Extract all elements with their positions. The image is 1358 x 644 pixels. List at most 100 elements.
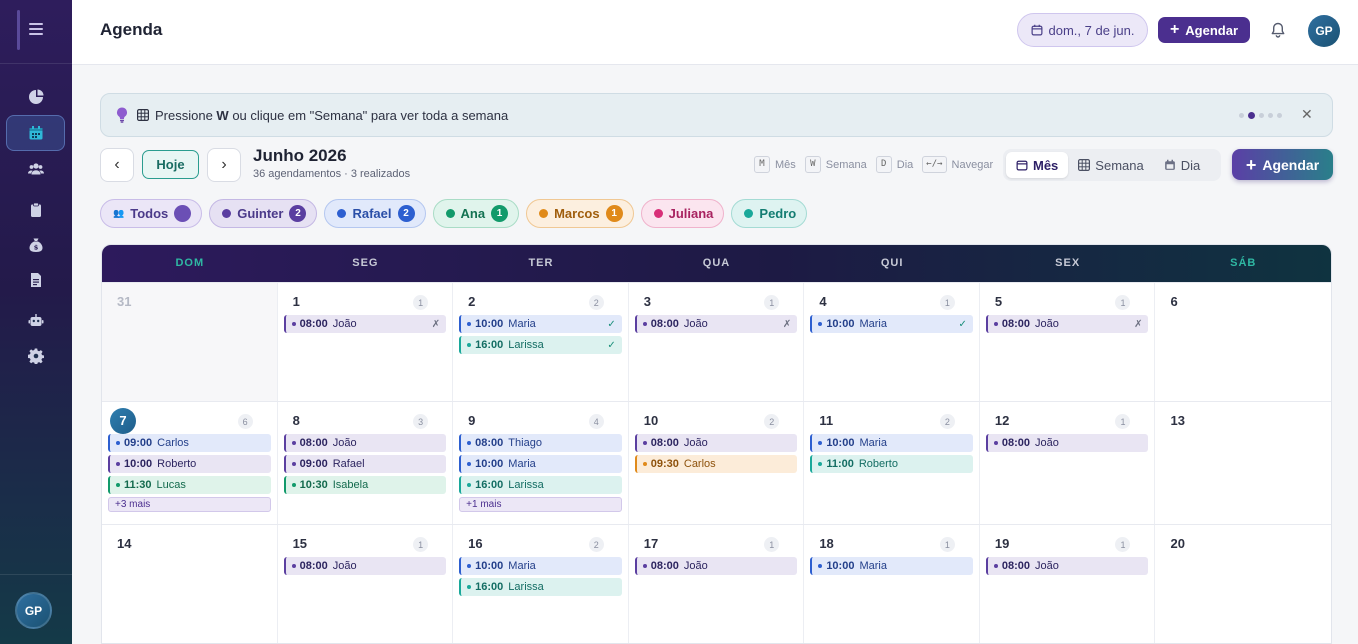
event-time: 10:00 xyxy=(826,560,855,572)
tip-pagination-dots[interactable] xyxy=(1239,112,1282,119)
event-item[interactable]: 08:00 João xyxy=(634,434,798,452)
event-item[interactable]: 08:00 Thiago xyxy=(459,434,622,452)
sidebar-item-dashboard[interactable] xyxy=(6,79,65,115)
event-item[interactable]: 08:00 João ✗ xyxy=(634,315,798,333)
check-icon: ✓ xyxy=(607,339,616,351)
event-time: 11:30 xyxy=(124,479,152,491)
day-cell[interactable]: 15 1 08:00 João xyxy=(278,525,454,643)
filter-chip-pedro[interactable]: Pedro xyxy=(731,199,808,228)
day-cell[interactable]: 4 1 10:00 Maria ✓ xyxy=(804,283,980,401)
next-month-button[interactable]: › xyxy=(207,148,241,182)
current-date-pill[interactable]: dom., 7 de jun. xyxy=(1017,13,1148,47)
day-cell[interactable]: 18 1 10:00 Maria xyxy=(804,525,980,643)
event-name: Maria xyxy=(859,437,887,449)
sidebar-item-configuracoes[interactable] xyxy=(6,338,65,374)
event-name: Lucas xyxy=(156,479,186,491)
day-cell[interactable]: 31 xyxy=(102,283,278,401)
event-item[interactable]: 08:00 João xyxy=(985,557,1149,575)
event-item[interactable]: 10:00 Maria xyxy=(459,455,622,473)
tip-dot[interactable] xyxy=(1259,113,1264,118)
more-events-link[interactable]: +3 mais xyxy=(108,497,271,512)
day-cell[interactable]: 5 1 08:00 João ✗ xyxy=(980,283,1156,401)
event-item[interactable]: 16:00 Larissa xyxy=(459,476,622,494)
event-item[interactable]: 10:30 Isabela xyxy=(283,476,447,494)
day-cell[interactable]: 16 2 10:00 Maria 16:00 Larissa xyxy=(453,525,629,643)
event-item[interactable]: 09:00 Rafael xyxy=(283,455,447,473)
day-cell[interactable]: 2 2 10:00 Maria ✓ 16:00 Larissa ✓ xyxy=(453,283,629,401)
event-item[interactable]: 10:00 Maria xyxy=(810,557,973,575)
event-item[interactable]: 10:00 Maria xyxy=(459,557,622,575)
filter-chip-rafael[interactable]: Rafael 2 xyxy=(324,199,426,228)
filter-chip-ana[interactable]: Ana 1 xyxy=(432,199,520,228)
tip-dot[interactable] xyxy=(1248,112,1255,119)
day-cell[interactable]: 11 2 10:00 Maria 11:00 Roberto xyxy=(804,402,980,524)
robot-icon xyxy=(28,314,43,326)
sidebar-item-agenda[interactable] xyxy=(6,115,65,151)
filter-chip-todos[interactable]: 👥 Todos xyxy=(100,199,203,228)
day-cell[interactable]: 10 2 08:00 João 09:30 Carlos xyxy=(629,402,805,524)
event-item[interactable]: 08:00 João xyxy=(283,434,447,452)
event-item[interactable]: 08:00 João xyxy=(283,557,447,575)
filter-chip-marcos[interactable]: Marcos 1 xyxy=(526,199,634,228)
close-icon[interactable]: ✕ xyxy=(1301,106,1313,122)
sidebar-item-financeiro[interactable]: $ xyxy=(6,227,65,263)
plus-icon: + xyxy=(1169,21,1180,38)
sidebar-item-tarefas[interactable] xyxy=(6,192,65,228)
menu-icon[interactable] xyxy=(29,23,43,37)
event-item[interactable]: 08:00 João xyxy=(634,557,798,575)
event-item[interactable]: 08:00 João ✗ xyxy=(283,315,447,333)
tip-dot[interactable] xyxy=(1268,113,1273,118)
day-cell[interactable]: 9 4 08:00 Thiago 10:00 Maria 16:00 Larissa +1 ma… xyxy=(453,402,629,524)
sidebar-item-documentos[interactable] xyxy=(6,262,65,298)
today-button[interactable]: Hoje xyxy=(142,150,199,179)
filter-color-dot xyxy=(539,209,549,218)
tab-month[interactable]: Mês xyxy=(1006,152,1069,178)
event-item[interactable]: 16:00 Larissa ✓ xyxy=(459,336,622,354)
day-cell[interactable]: 19 1 08:00 João xyxy=(980,525,1156,643)
event-item[interactable]: 10:00 Maria ✓ xyxy=(810,315,973,333)
tab-day[interactable]: Dia xyxy=(1154,152,1211,178)
event-item[interactable]: 08:00 João ✗ xyxy=(985,315,1149,333)
sidebar-item-clientes[interactable] xyxy=(6,151,65,187)
day-number: 4 xyxy=(819,294,827,309)
event-item[interactable]: 10:00 Roberto xyxy=(108,455,271,473)
filter-label: Pedro xyxy=(759,206,797,221)
sidebar-item-automacao[interactable] xyxy=(6,303,65,339)
bell-icon[interactable] xyxy=(1270,22,1286,38)
event-dot xyxy=(116,441,120,445)
day-event-count: 4 xyxy=(588,414,604,429)
day-cell[interactable]: 17 1 08:00 João xyxy=(629,525,805,643)
new-appointment-button[interactable]: + Agendar xyxy=(1232,149,1333,180)
event-item[interactable]: 11:30 Lucas xyxy=(108,476,271,494)
day-cell[interactable]: 13 xyxy=(1155,402,1331,524)
event-item[interactable]: 09:30 Carlos xyxy=(634,455,798,473)
event-item[interactable]: 11:00 Roberto xyxy=(810,455,973,473)
event-item[interactable]: 10:00 Maria xyxy=(810,434,973,452)
event-item[interactable]: 09:00 Carlos xyxy=(108,434,271,452)
day-cell[interactable]: 12 1 08:00 João xyxy=(980,402,1156,524)
day-cell[interactable]: 7 6 09:00 Carlos 10:00 Roberto 11:30 Lucas +3 ma… xyxy=(102,402,278,524)
top-agendar-button[interactable]: + Agendar xyxy=(1158,17,1250,43)
month-summary: 36 agendamentos · 3 realizados xyxy=(253,168,411,180)
day-cell[interactable]: 6 xyxy=(1155,283,1331,401)
event-item[interactable]: 08:00 João xyxy=(985,434,1149,452)
filter-chip-juliana[interactable]: Juliana xyxy=(640,199,725,228)
day-cell[interactable]: 3 1 08:00 João ✗ xyxy=(629,283,805,401)
sidebar-user-avatar[interactable]: GP xyxy=(15,592,52,629)
day-cell[interactable]: 1 1 08:00 João ✗ xyxy=(278,283,454,401)
more-events-link[interactable]: +1 mais xyxy=(459,497,622,512)
tip-dot[interactable] xyxy=(1277,113,1282,118)
weekday-label: QUI xyxy=(880,257,904,269)
event-item[interactable]: 16:00 Larissa xyxy=(459,578,622,596)
tip-dot[interactable] xyxy=(1239,113,1244,118)
user-avatar[interactable]: GP xyxy=(1308,15,1340,47)
day-cell[interactable]: 20 xyxy=(1155,525,1331,643)
svg-text:$: $ xyxy=(33,244,38,252)
prev-month-button[interactable]: ‹ xyxy=(100,148,134,182)
day-cell[interactable]: 14 xyxy=(102,525,278,643)
day-number: 9 xyxy=(468,413,476,428)
event-item[interactable]: 10:00 Maria ✓ xyxy=(459,315,622,333)
tab-week[interactable]: Semana xyxy=(1068,152,1153,178)
day-cell[interactable]: 8 3 08:00 João 09:00 Rafael 10:30 Isabela xyxy=(278,402,454,524)
filter-chip-guinter[interactable]: Guinter 2 xyxy=(209,199,318,228)
